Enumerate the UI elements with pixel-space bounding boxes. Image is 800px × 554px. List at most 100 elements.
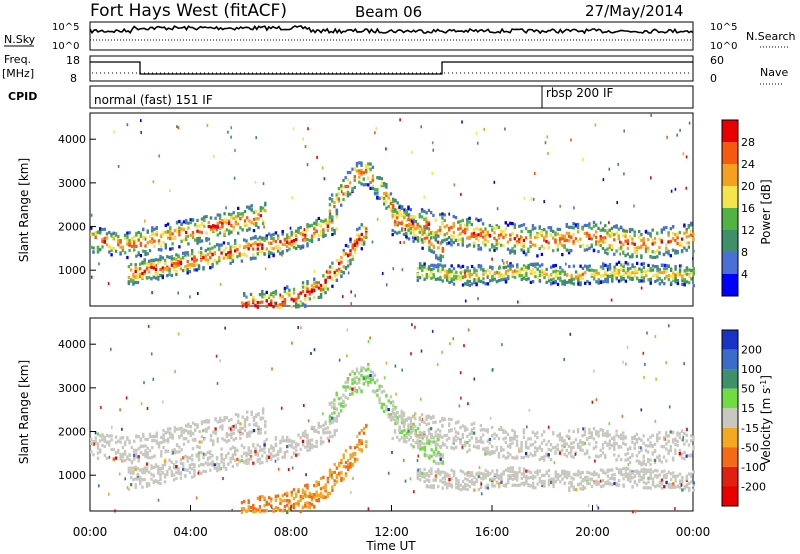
echo-cell bbox=[629, 271, 632, 275]
echo-cell bbox=[482, 472, 485, 476]
echo-cell bbox=[247, 507, 250, 511]
echo-cell bbox=[206, 261, 210, 265]
echo-cell bbox=[685, 227, 688, 232]
echo-cell bbox=[215, 469, 219, 473]
echo-cell bbox=[649, 281, 652, 285]
echo-cell bbox=[554, 238, 557, 242]
echo-cell bbox=[420, 215, 424, 219]
echo-cell bbox=[482, 477, 485, 481]
echo-cell bbox=[295, 229, 298, 233]
echo-cell bbox=[263, 496, 266, 500]
echo-cell bbox=[531, 227, 535, 231]
echo-cell bbox=[173, 448, 177, 452]
echo-cell bbox=[486, 473, 490, 478]
echo-cell bbox=[608, 272, 612, 277]
echo-cell bbox=[590, 226, 593, 231]
echo-cell bbox=[143, 271, 146, 275]
echo-cell bbox=[172, 463, 176, 467]
echo-cell bbox=[259, 427, 262, 431]
echo-cell bbox=[411, 227, 415, 231]
echo-cell bbox=[604, 455, 607, 459]
echo-cell bbox=[678, 231, 682, 235]
echo-cell bbox=[324, 280, 327, 284]
echo-cell bbox=[163, 258, 167, 262]
echo-cell bbox=[441, 424, 444, 428]
echo-cell bbox=[665, 275, 668, 279]
echo-cell bbox=[432, 250, 436, 254]
echo-cell bbox=[687, 225, 691, 229]
echo-cell bbox=[362, 171, 365, 175]
echo-cell bbox=[371, 165, 375, 169]
echo-cell bbox=[565, 448, 568, 452]
echo-cell bbox=[513, 435, 516, 439]
echo-cell bbox=[457, 420, 460, 424]
echo-cell bbox=[418, 215, 421, 219]
echo-cell bbox=[402, 216, 406, 220]
echo-cell bbox=[692, 237, 695, 241]
echo-cell bbox=[344, 385, 347, 389]
echo-cell bbox=[313, 281, 316, 286]
echo-cell bbox=[439, 225, 442, 229]
echo-cell bbox=[432, 273, 435, 277]
echo-cell bbox=[457, 484, 460, 488]
echo-cell bbox=[196, 229, 199, 233]
echo-cell bbox=[301, 238, 305, 242]
echo-cell bbox=[674, 485, 677, 489]
echo-cell bbox=[540, 456, 544, 461]
echo-cell bbox=[148, 482, 151, 486]
echo-cell bbox=[247, 499, 250, 503]
noise-cell bbox=[413, 233, 415, 237]
echo-cell bbox=[477, 472, 481, 476]
echo-cell bbox=[392, 197, 395, 201]
echo-cell bbox=[252, 510, 255, 514]
echo-cell bbox=[640, 477, 643, 481]
echo-cell bbox=[117, 450, 120, 454]
echo-cell bbox=[161, 466, 164, 470]
echo-cell bbox=[189, 432, 192, 436]
echo-cell bbox=[506, 247, 510, 251]
echo-cell bbox=[313, 233, 316, 237]
echo-cell bbox=[263, 446, 266, 450]
echo-cell bbox=[593, 481, 596, 485]
echo-cell bbox=[157, 239, 161, 243]
echo-cell bbox=[452, 470, 456, 474]
echo-cell bbox=[681, 488, 684, 492]
echo-cell bbox=[427, 227, 431, 231]
echo-cell bbox=[198, 440, 201, 444]
echo-cell bbox=[638, 461, 641, 465]
echo-cell bbox=[141, 478, 144, 482]
echo-cell bbox=[615, 482, 618, 486]
echo-cell bbox=[437, 450, 440, 455]
echo-cell bbox=[559, 480, 562, 484]
echo-cell bbox=[337, 402, 341, 406]
echo-cell bbox=[418, 435, 421, 439]
echo-cell bbox=[180, 239, 183, 243]
echo-cell bbox=[145, 267, 149, 271]
echo-cell bbox=[581, 479, 585, 483]
echo-cell bbox=[246, 432, 249, 436]
echo-cell bbox=[99, 231, 102, 235]
echo-cell bbox=[464, 472, 467, 476]
echo-cell bbox=[518, 238, 521, 242]
echo-cell bbox=[121, 245, 125, 249]
echo-cell bbox=[150, 466, 153, 470]
echo-cell bbox=[685, 272, 689, 276]
echo-cell bbox=[186, 271, 189, 275]
echo-cell bbox=[328, 265, 332, 269]
echo-cell bbox=[133, 457, 136, 461]
noise-cell bbox=[685, 155, 688, 159]
echo-cell bbox=[579, 274, 582, 278]
echo-cell bbox=[340, 255, 343, 260]
echo-cell bbox=[132, 279, 135, 283]
echo-cell bbox=[615, 276, 618, 280]
echo-cell bbox=[520, 248, 523, 252]
echo-cell bbox=[189, 425, 192, 429]
echo-cell bbox=[516, 265, 519, 269]
echo-cell bbox=[178, 427, 181, 431]
echo-cell bbox=[420, 209, 424, 213]
echo-cell bbox=[552, 482, 555, 486]
echo-cell bbox=[685, 433, 688, 437]
noise-cell bbox=[197, 292, 199, 295]
echo-cell bbox=[586, 265, 589, 269]
echo-cell bbox=[171, 242, 174, 246]
